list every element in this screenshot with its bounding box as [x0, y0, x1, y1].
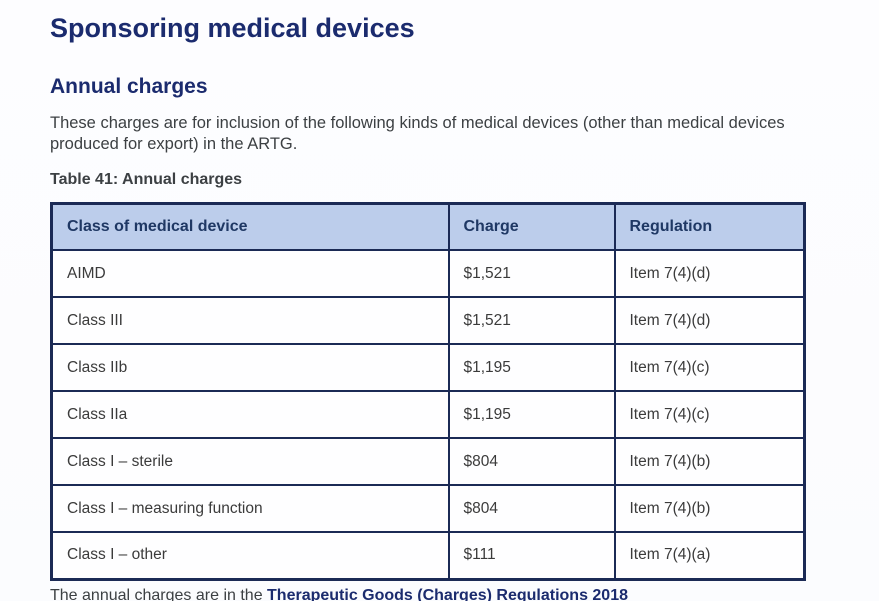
- table-row: Class IIa $1,195 Item 7(4)(c): [50, 390, 806, 440]
- cell-device-class: Class I – sterile: [50, 437, 450, 487]
- cell-regulation: Item 7(4)(a): [613, 531, 806, 581]
- table-row: Class III $1,521 Item 7(4)(d): [50, 296, 806, 346]
- cell-regulation: Item 7(4)(d): [613, 296, 806, 346]
- table-header-row: Class of medical device Charge Regulatio…: [50, 202, 806, 252]
- cell-device-class: Class IIa: [50, 390, 450, 440]
- cell-charge: $804: [447, 484, 616, 534]
- cell-charge: $1,521: [447, 296, 616, 346]
- header-class-of-device: Class of medical device: [50, 202, 450, 252]
- table-row: Class I – other $111 Item 7(4)(a): [50, 531, 806, 581]
- header-regulation: Regulation: [613, 202, 806, 252]
- page-title: Sponsoring medical devices: [50, 13, 415, 43]
- header-charge: Charge: [447, 202, 616, 252]
- cell-device-class: Class I – measuring function: [50, 484, 450, 534]
- cell-device-class: Class I – other: [50, 531, 450, 581]
- table-row: Class I – measuring function $804 Item 7…: [50, 484, 806, 534]
- cell-charge: $1,195: [447, 343, 616, 393]
- table-row: Class I – sterile $804 Item 7(4)(b): [50, 437, 806, 487]
- table-caption: Table 41: Annual charges: [50, 170, 243, 188]
- table-row: AIMD $1,521 Item 7(4)(d): [50, 249, 806, 299]
- intro-paragraph: These charges are for inclusion of the f…: [50, 113, 785, 153]
- cell-regulation: Item 7(4)(b): [613, 484, 806, 534]
- cell-charge: $1,195: [447, 390, 616, 440]
- cell-regulation: Item 7(4)(c): [613, 390, 806, 440]
- cell-device-class: Class III: [50, 296, 450, 346]
- charges-regulations-link[interactable]: Therapeutic Goods (Charges) Regulations …: [267, 586, 628, 601]
- cell-regulation: Item 7(4)(b): [613, 437, 806, 487]
- cell-device-class: Class IIb: [50, 343, 450, 393]
- footer-note-text: The annual charges are in the: [50, 586, 268, 601]
- cell-regulation: Item 7(4)(c): [613, 343, 806, 393]
- footer-note: The annual charges are in the Therapeuti…: [50, 586, 879, 601]
- annual-charges-table: Class of medical device Charge Regulatio…: [50, 201, 806, 581]
- cell-charge: $111: [447, 531, 616, 581]
- section-heading: Annual charges: [50, 75, 208, 99]
- cell-charge: $1,521: [447, 249, 616, 299]
- cell-device-class: AIMD: [50, 249, 450, 299]
- cell-charge: $804: [447, 437, 616, 487]
- cell-regulation: Item 7(4)(d): [613, 249, 806, 299]
- table-row: Class IIb $1,195 Item 7(4)(c): [50, 343, 806, 393]
